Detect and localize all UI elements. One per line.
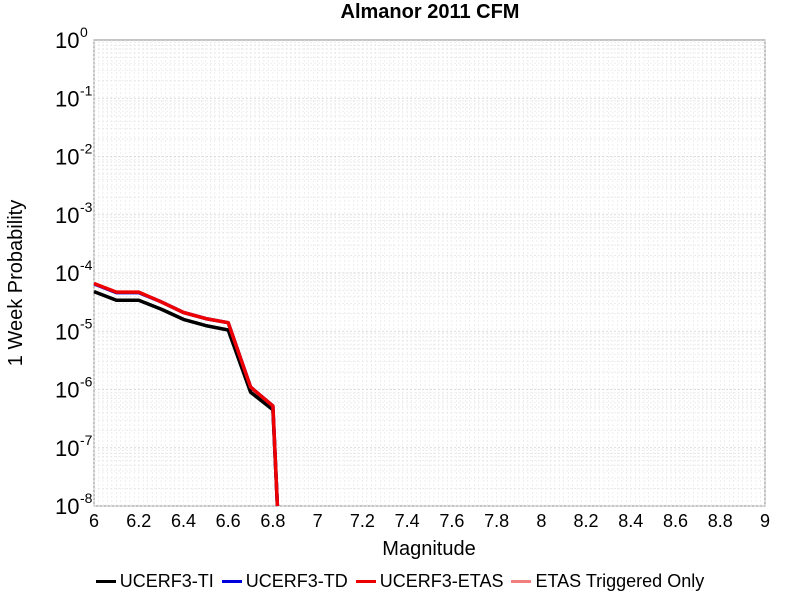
- legend-label: UCERF3-TD: [245, 570, 348, 591]
- y-tick-exponent: 0: [80, 24, 88, 40]
- y-tick-label: 10 -7: [55, 432, 93, 461]
- x-tick-label: 8: [536, 511, 546, 531]
- y-tick-exponent: -8: [80, 490, 93, 506]
- x-tick-label: 6: [89, 511, 99, 531]
- chart-title: Almanor 2011 CFM: [341, 1, 520, 23]
- y-tick-base: 10: [55, 378, 79, 403]
- legend: UCERF3-TI UCERF3-TD UCERF3-ETAS ETAS Trigge…: [0, 568, 800, 594]
- y-tick-base: 10: [55, 86, 79, 111]
- y-tick-exponent: -2: [80, 141, 93, 157]
- x-axis-label: Magnitude: [382, 538, 475, 560]
- x-tick-label: 8.2: [574, 511, 599, 531]
- y-tick-label: 10 -6: [55, 374, 93, 403]
- x-tick-label: 6.8: [260, 511, 285, 531]
- legend-swatch: [355, 579, 376, 583]
- legend-item: ETAS Triggered Only: [511, 571, 704, 592]
- legend-label: ETAS Triggered Only: [535, 570, 705, 591]
- y-tick-label: 10 -8: [55, 490, 93, 519]
- y-tick-exponent: -4: [80, 257, 93, 273]
- x-tick-label: 7.8: [484, 511, 509, 531]
- legend-item: UCERF3-TD: [221, 570, 348, 592]
- legend-swatch: [95, 579, 116, 583]
- y-tick-base: 10: [55, 203, 79, 228]
- x-tick-label: 6.6: [216, 511, 241, 531]
- legend-label: UCERF3-TI: [119, 570, 214, 591]
- y-tick-label: 10 0: [55, 24, 88, 53]
- series-line: [93, 289, 280, 507]
- y-tick-exponent: -1: [80, 82, 93, 98]
- y-tick-label: 10 -3: [55, 199, 93, 228]
- y-tick-label: 10 -2: [55, 141, 93, 170]
- legend-label: UCERF3-ETAS: [379, 570, 504, 591]
- y-tick-base: 10: [55, 436, 79, 461]
- y-tick-label: 10 -4: [55, 257, 93, 286]
- grid: [93, 40, 766, 507]
- x-tick-label: 6.4: [171, 511, 196, 531]
- x-tick-label: 6.2: [126, 511, 151, 531]
- y-tick-base: 10: [55, 319, 79, 344]
- y-tick-exponent: -3: [80, 199, 93, 215]
- y-axis-label: 1 Week Probability: [5, 200, 27, 366]
- x-tick-label: 7.6: [439, 511, 464, 531]
- x-tick-label: 7.2: [350, 511, 375, 531]
- series-layer: [93, 281, 280, 507]
- x-tick-label: 7.4: [395, 511, 420, 531]
- y-tick-exponent: -5: [80, 315, 93, 331]
- legend-item: UCERF3-ETAS: [355, 570, 504, 592]
- y-tick-base: 10: [55, 145, 79, 170]
- legend-swatch: [511, 579, 532, 583]
- series-line: [93, 281, 280, 507]
- x-tick-label: 7: [313, 511, 323, 531]
- y-tick-base: 10: [55, 261, 79, 286]
- y-tick-base: 10: [55, 494, 79, 519]
- y-tick-base: 10: [55, 28, 79, 53]
- x-tick-label: 8.6: [663, 511, 688, 531]
- x-tick-label: 8.8: [708, 511, 733, 531]
- y-tick-label: 10 -1: [55, 82, 93, 111]
- x-tick-label: 8.4: [618, 511, 643, 531]
- legend-swatch: [221, 579, 242, 583]
- x-tick-labels: 6 6.2 6.4 6.6 6.8 7 7.2 7.4 7.6 7.8 8 8.2 8.4 8.6 8.8 9: [89, 511, 770, 531]
- y-tick-exponent: -6: [80, 374, 93, 390]
- y-tick-label: 10 -5: [55, 315, 93, 344]
- x-tick-label: 9: [760, 511, 770, 531]
- y-tick-exponent: -7: [80, 432, 93, 448]
- legend-item: UCERF3-TI: [95, 570, 214, 592]
